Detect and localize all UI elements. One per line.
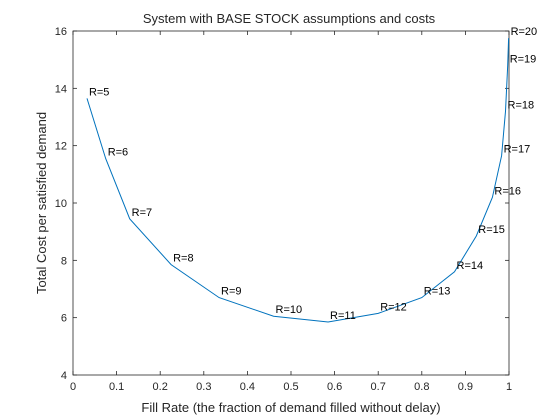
- point-label: R=18: [508, 99, 535, 111]
- chart-title: System with BASE STOCK assumptions and c…: [143, 11, 436, 26]
- point-label: R=12: [380, 301, 407, 313]
- point-label: R=8: [173, 253, 194, 265]
- point-label: R=9: [221, 286, 242, 298]
- point-label: R=13: [424, 286, 451, 298]
- y-tick-label: 16: [55, 26, 67, 38]
- y-tick-label: 6: [61, 313, 67, 325]
- y-tick-label: 8: [61, 255, 67, 267]
- x-tick-label: 0.6: [327, 381, 342, 393]
- point-label: R=20: [511, 26, 538, 38]
- point-label: R=17: [504, 144, 531, 156]
- plot-area: [73, 31, 509, 375]
- point-label: R=19: [510, 53, 537, 65]
- point-label: R=10: [276, 304, 303, 316]
- point-label: R=7: [132, 207, 153, 219]
- x-tick-label: 0.1: [109, 381, 124, 393]
- x-tick-label: 0.3: [196, 381, 211, 393]
- x-tick-label: 0.4: [240, 381, 255, 393]
- y-tick-label: 10: [55, 198, 67, 210]
- x-tick-label: 0.5: [283, 381, 298, 393]
- x-tick-label: 0.9: [458, 381, 473, 393]
- point-label: R=6: [108, 147, 129, 159]
- point-label: R=15: [478, 224, 505, 236]
- point-label: R=5: [89, 86, 110, 98]
- y-tick-label: 14: [55, 83, 67, 95]
- x-tick-label: 0.2: [153, 381, 168, 393]
- point-label: R=14: [457, 260, 484, 272]
- y-tick-label: 4: [61, 370, 67, 382]
- x-tick-label: 0.7: [371, 381, 386, 393]
- y-tick-label: 12: [55, 141, 67, 153]
- x-tick-label: 1: [506, 381, 512, 393]
- x-axis-title: Fill Rate (the fraction of demand filled…: [141, 400, 440, 415]
- x-tick-label: 0: [70, 381, 76, 393]
- y-axis-title: Total Cost per satisfied demand: [34, 112, 49, 294]
- x-tick-label: 0.8: [414, 381, 429, 393]
- point-label: R=16: [494, 185, 521, 197]
- point-label: R=11: [330, 310, 356, 322]
